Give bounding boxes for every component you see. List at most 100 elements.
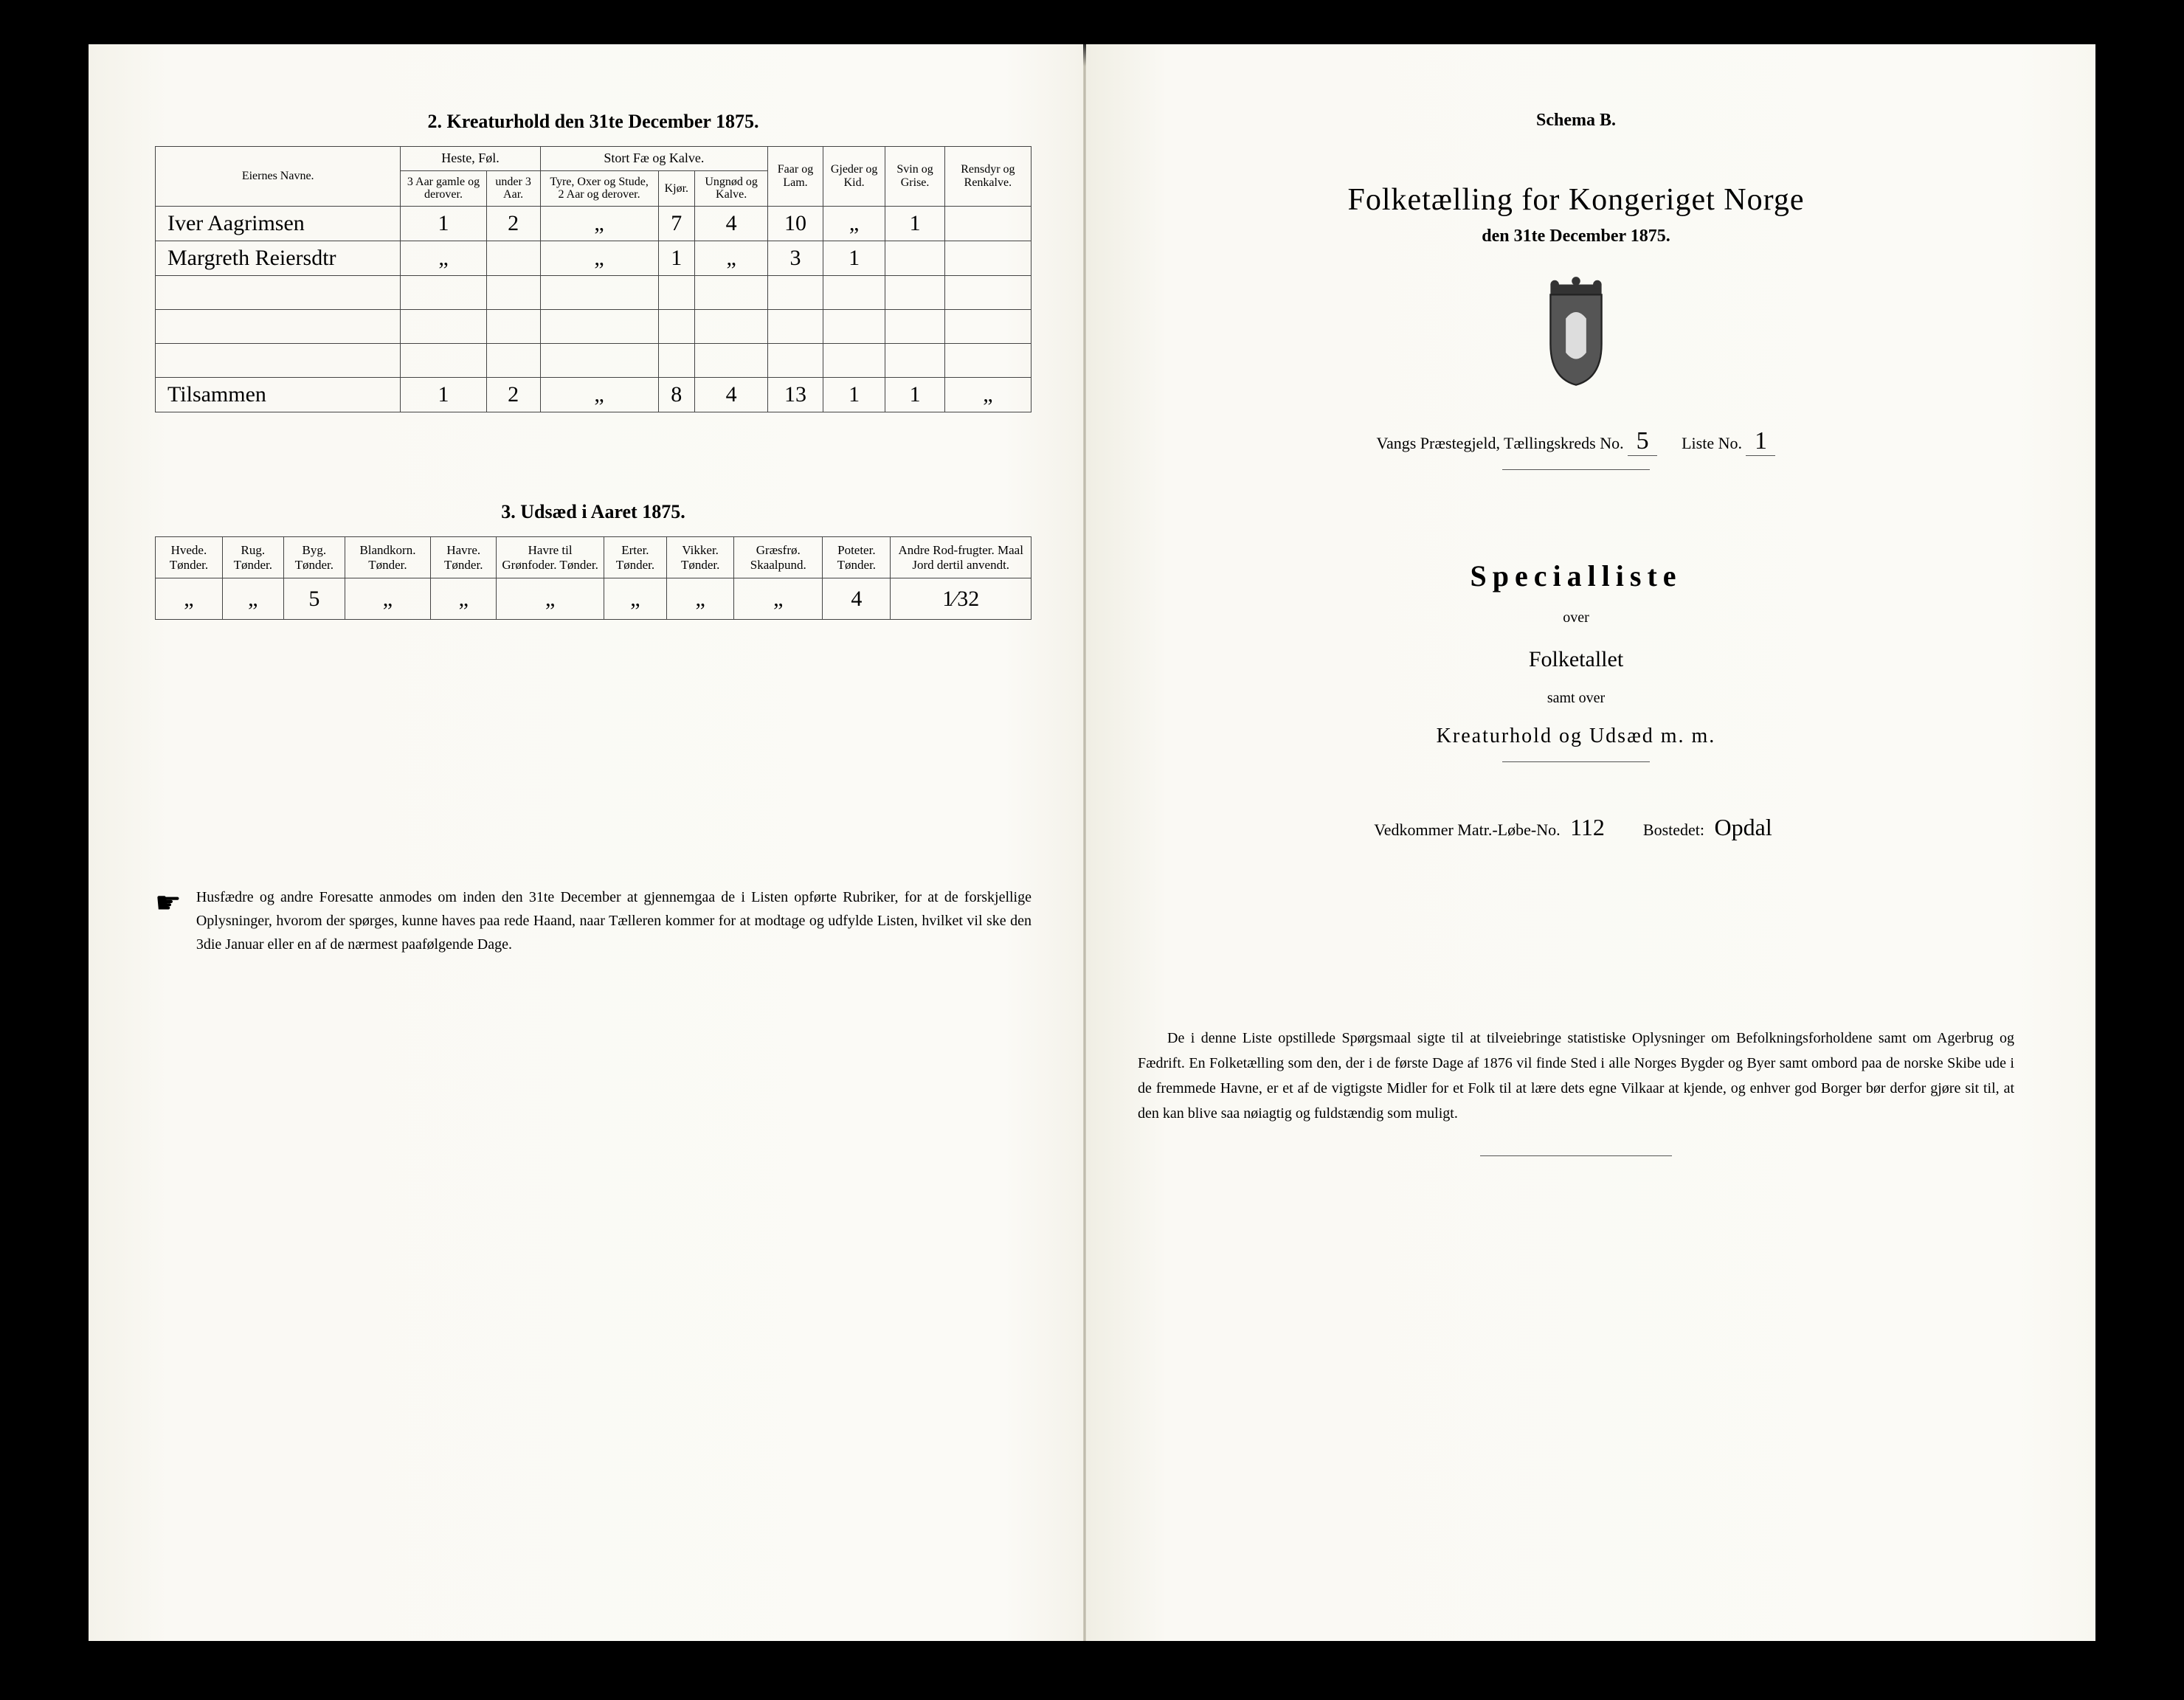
district-prefix: Vangs Præstegjeld, Tællingskreds No.	[1377, 434, 1624, 452]
cell	[885, 241, 944, 275]
col-vikker: Vikker. Tønder.	[667, 536, 734, 578]
district-line: Vangs Præstegjeld, Tællingskreds No. 5 L…	[1138, 427, 2014, 456]
cell: „	[540, 241, 658, 275]
owner-name: Iver Aagrimsen	[156, 206, 401, 241]
cell: 2	[486, 377, 540, 412]
col-stort-a: Tyre, Oxer og Stude, 2 Aar og derover.	[540, 170, 658, 206]
cell: „	[345, 578, 430, 620]
footnote-block: ☛ Husfædre og andre Foresatte anmodes om…	[155, 885, 1031, 956]
cell: 10	[768, 206, 823, 241]
cell: 4	[695, 206, 768, 241]
section-2-title: 2. Kreaturhold den 31te December 1875.	[155, 111, 1031, 133]
col-owner: Eiernes Navne.	[156, 147, 401, 207]
cell: 2	[486, 206, 540, 241]
col-rens: Rensdyr og Renkalve.	[944, 147, 1031, 207]
table-row	[156, 343, 1031, 377]
cell: „	[944, 377, 1031, 412]
cell: 4	[695, 377, 768, 412]
cell: 1⁄32	[891, 578, 1031, 620]
cell: 13	[768, 377, 823, 412]
matr-line: Vedkommer Matr.-Løbe-No. 112 Bostedet: O…	[1138, 814, 2014, 841]
cell: „	[540, 206, 658, 241]
col-heste-a: 3 Aar gamle og derover.	[401, 170, 486, 206]
matr-no: 112	[1564, 814, 1611, 840]
scanned-spread: 2. Kreaturhold den 31te December 1875. E…	[89, 44, 2095, 1641]
samt-label: samt over	[1138, 690, 2014, 707]
col-andre: Andre Rod-frugter. Maal Jord dertil anve…	[891, 536, 1031, 578]
col-stort-c: Ungnød og Kalve.	[695, 170, 768, 206]
district-no: 5	[1628, 427, 1657, 456]
bottom-paragraph: De i denne Liste opstillede Spørgsmaal s…	[1138, 1026, 2014, 1126]
col-byg: Byg. Tønder.	[283, 536, 345, 578]
cell	[486, 241, 540, 275]
section-3-title: 3. Udsæd i Aaret 1875.	[155, 501, 1031, 523]
livestock-table: Eiernes Navne. Heste, Føl. Stort Fæ og K…	[155, 146, 1031, 412]
left-page: 2. Kreaturhold den 31te December 1875. E…	[89, 44, 1083, 1641]
cell: 1	[401, 206, 486, 241]
cell: 1	[885, 377, 944, 412]
col-stort-b: Kjør.	[658, 170, 694, 206]
cell: „	[667, 578, 734, 620]
footnote-text: Husfædre og andre Foresatte anmodes om i…	[196, 885, 1031, 956]
totals-label: Tilsammen	[156, 377, 401, 412]
over-label: over	[1138, 609, 2014, 626]
col-heste-group: Heste, Føl.	[401, 147, 540, 171]
col-stort-group: Stort Fæ og Kalve.	[540, 147, 768, 171]
col-heste-b: under 3 Aar.	[486, 170, 540, 206]
cell: „	[431, 578, 497, 620]
cell: „	[156, 578, 223, 620]
cell	[944, 241, 1031, 275]
table-row	[156, 309, 1031, 343]
subdate: den 31te December 1875.	[1138, 227, 2014, 246]
col-havre-gron: Havre til Grønfoder. Tønder.	[497, 536, 604, 578]
bosted-value: Opdal	[1709, 814, 1778, 840]
cell: „	[695, 241, 768, 275]
cell: 1	[885, 206, 944, 241]
folketallet-label: Folketallet	[1138, 647, 2014, 672]
cell: „	[540, 377, 658, 412]
liste-label: Liste No.	[1682, 434, 1742, 452]
table-row: Margreth Reiersdtr „ „ 1 „ 3 1	[156, 241, 1031, 275]
cell: 7	[658, 206, 694, 241]
cell: „	[734, 578, 823, 620]
owner-name: Margreth Reiersdtr	[156, 241, 401, 275]
col-svin: Svin og Grise.	[885, 147, 944, 207]
seed-table: Hvede. Tønder. Rug. Tønder. Byg. Tønder.…	[155, 536, 1031, 620]
col-bland: Blandkorn. Tønder.	[345, 536, 430, 578]
col-faar: Faar og Lam.	[768, 147, 823, 207]
pointing-hand-icon: ☛	[155, 888, 182, 956]
cell: 8	[658, 377, 694, 412]
col-rug: Rug. Tønder.	[222, 536, 283, 578]
cell: „	[497, 578, 604, 620]
table-row: Iver Aagrimsen 1 2 „ 7 4 10 „ 1	[156, 206, 1031, 241]
divider	[1502, 761, 1650, 762]
divider	[1480, 1155, 1672, 1156]
cell: 5	[283, 578, 345, 620]
specialliste-title: Specialliste	[1138, 559, 2014, 593]
cell: 1	[658, 241, 694, 275]
cell: 1	[401, 377, 486, 412]
cell	[944, 206, 1031, 241]
cell: „	[823, 206, 885, 241]
col-erter: Erter. Tønder.	[604, 536, 666, 578]
kreatur-label: Kreaturhold og Udsæd m. m.	[1138, 725, 2014, 748]
divider	[1502, 469, 1650, 470]
bosted-label: Bostedet:	[1643, 820, 1704, 839]
schema-label: Schema B.	[1138, 111, 2014, 131]
cell: 1	[823, 241, 885, 275]
totals-row: Tilsammen 1 2 „ 8 4 13 1 1 „	[156, 377, 1031, 412]
cell: 4	[823, 578, 891, 620]
coat-of-arms-icon	[1138, 276, 2014, 390]
cell: „	[222, 578, 283, 620]
main-title: Folketælling for Kongeriget Norge	[1138, 182, 2014, 218]
cell: „	[604, 578, 666, 620]
right-page: Schema B. Folketælling for Kongeriget No…	[1086, 44, 2095, 1641]
cell: „	[401, 241, 486, 275]
cell: 3	[768, 241, 823, 275]
col-gjeder: Gjeder og Kid.	[823, 147, 885, 207]
cell: 1	[823, 377, 885, 412]
col-hvede: Hvede. Tønder.	[156, 536, 223, 578]
col-poteter: Poteter. Tønder.	[823, 536, 891, 578]
liste-no: 1	[1746, 427, 1775, 456]
table-row	[156, 275, 1031, 309]
